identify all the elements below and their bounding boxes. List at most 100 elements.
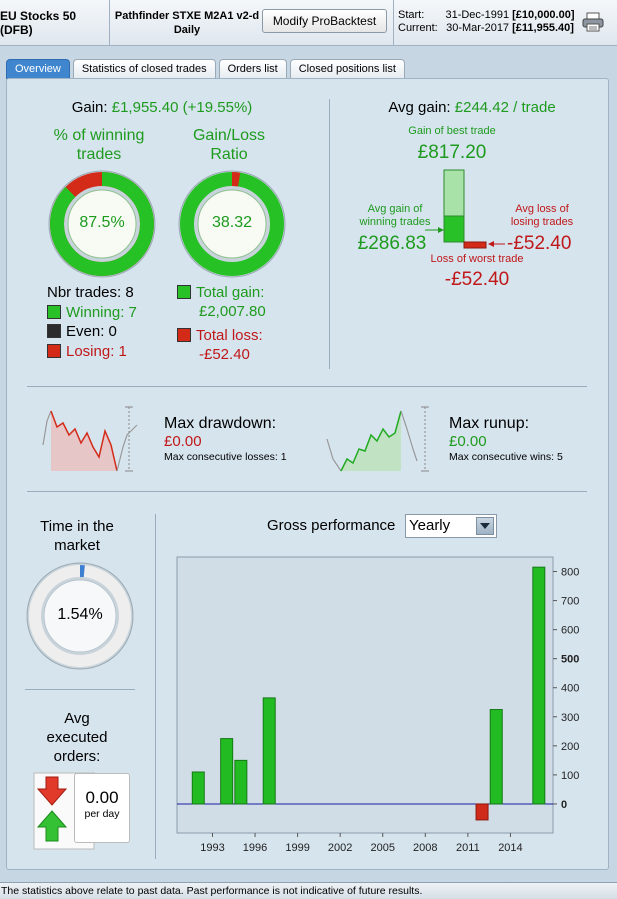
gain-loss-ratio-title: Gain/Loss Ratio <box>192 127 266 163</box>
totals-legend: Total gain: £2,007.80 Total loss: -£52.4… <box>177 283 266 364</box>
total-gain-value: £2,007.80 <box>199 303 266 320</box>
runup-info: Max runup: £0.00 Max consecutive wins: 5 <box>449 415 563 463</box>
time-in-market-arc <box>29 565 131 667</box>
avg-gain-summary: Avg gain: £244.42 / trade <box>388 99 556 116</box>
y-tick-label: 600 <box>561 625 579 637</box>
winning-pct-donut <box>48 170 156 278</box>
total-loss: Total loss: <box>177 326 266 345</box>
bottom-divider <box>155 514 156 859</box>
strategy-name: Pathfinder STXE M2A1 v2-d Daily <box>114 10 260 36</box>
disclaimer-bar: The statistics above relate to past data… <box>0 882 617 899</box>
divider-3 <box>25 689 135 690</box>
drawdown-info: Max drawdown: £0.00 Max consecutive loss… <box>164 415 287 463</box>
total-gain-swatch <box>177 285 191 299</box>
losing-swatch <box>47 343 61 358</box>
drawdown-value: £0.00 <box>164 433 202 450</box>
tab-closed-positions-list[interactable]: Closed positions list <box>289 59 405 79</box>
bar-2016 <box>532 566 546 805</box>
y-tick-label: 800 <box>561 567 579 579</box>
nbr-trades: Nbr trades: 8 <box>47 284 134 301</box>
even-legend: Even: 0 <box>47 322 137 342</box>
total-loss-swatch <box>177 328 191 342</box>
bar-1997 <box>262 697 276 805</box>
loss-arc <box>180 172 284 276</box>
chevron-down-icon[interactable] <box>476 517 494 535</box>
avg-loss-bar <box>463 241 487 249</box>
x-tick-label: 2005 <box>370 842 394 854</box>
bar-1992 <box>191 771 205 805</box>
y-tick-label: 700 <box>561 596 579 608</box>
bar-1994 <box>220 738 234 805</box>
x-tick-label: 2002 <box>328 842 352 854</box>
tab-bar: Overview Statistics of closed trades Ord… <box>6 59 405 79</box>
drawdown-chart <box>42 406 138 472</box>
avg-loss-value: -£52.40 <box>507 233 572 254</box>
tab-orders-list[interactable]: Orders list <box>218 59 287 79</box>
runup-value: £0.00 <box>449 433 487 450</box>
x-tick-label: 2014 <box>498 842 522 854</box>
x-tick-label: 1999 <box>285 842 309 854</box>
time-in-market-value: 1.54% <box>57 606 103 623</box>
header-bar: EU Stocks 50 (DFB) Pathfinder STXE M2A1 … <box>0 0 617 46</box>
avg-loss-label: Avg loss of losing trades <box>510 203 574 228</box>
modify-probacktest-button[interactable]: Modify ProBacktest <box>262 9 387 33</box>
timeframe-label: Daily <box>173 24 201 36</box>
avg-win-label: Avg gain of winning trades <box>359 203 431 228</box>
buy-arrow-icon <box>36 810 68 842</box>
overview-panel: Gain: £1,955.40 (+19.55%) % of winning t… <box>6 78 609 870</box>
winning-arc <box>50 172 154 276</box>
bar-2013 <box>489 709 503 805</box>
x-tick-label: 1993 <box>200 842 224 854</box>
printer-icon[interactable] <box>582 12 604 32</box>
gain-summary: Gain: £1,955.40 (+19.55%) <box>71 99 253 116</box>
avg-orders-box: 0.00 per day <box>74 773 130 843</box>
sell-arrow-icon <box>36 776 68 806</box>
winning-swatch <box>47 304 61 319</box>
start-line: Start: 31-Dec-1991 [£10,000.00] <box>398 9 575 21</box>
tab-statistics-closed-trades[interactable]: Statistics of closed trades <box>72 59 216 79</box>
time-in-market-title: Time in the market <box>40 518 114 554</box>
avg-orders-value: 0.00 <box>85 788 119 807</box>
y-tick-label: 300 <box>561 712 579 724</box>
worst-trade-value: -£52.40 <box>444 269 510 290</box>
top-divider <box>329 99 330 369</box>
strategy-section: Pathfinder STXE M2A1 v2-d Daily Modify P… <box>110 0 394 46</box>
bar-1995 <box>234 759 248 805</box>
time-in-market-donut <box>26 562 134 670</box>
best-trade-value: £817.20 <box>417 142 487 163</box>
y-tick-label: 500 <box>561 654 579 666</box>
avg-win-value: £286.83 <box>357 233 427 254</box>
y-tick-label: 400 <box>561 683 579 695</box>
even-swatch <box>47 324 61 338</box>
y-tick-label: 0 <box>561 799 567 811</box>
tab-overview[interactable]: Overview <box>6 59 70 79</box>
gross-performance-label: Gross performance <box>267 517 396 534</box>
trades-legend: Nbr trades: 8 Winning: 7 Even: 0 Losing:… <box>47 283 137 361</box>
winning-pct-value: 87.5% <box>79 214 125 231</box>
period-select[interactable]: Yearly <box>405 514 497 538</box>
gain-loss-ratio-donut <box>178 170 286 278</box>
current-line: Current: 30-Mar-2017 [£11,955.40] <box>398 22 574 34</box>
avg-gain-value: £244.42 / trade <box>454 99 556 116</box>
best-trade-label: Gain of best trade <box>408 125 496 137</box>
avg-trade-diagram <box>425 169 505 249</box>
bar-2012 <box>475 803 489 821</box>
avg-win-bar <box>443 215 465 243</box>
x-tick-label: 2011 <box>456 842 480 854</box>
total-gain: Total gain: <box>177 283 266 302</box>
x-tick-label: 2008 <box>413 842 437 854</box>
losing-legend: Losing: 1 <box>47 342 137 362</box>
divider-2 <box>27 491 587 492</box>
worst-trade-label: Loss of worst trade <box>430 253 524 265</box>
gain-loss-ratio-value: 38.32 <box>211 214 253 231</box>
gain-value: £1,955.40 (+19.55%) <box>111 99 253 116</box>
total-loss-value: -£52.40 <box>199 346 250 363</box>
winning-legend: Winning: 7 <box>47 303 137 323</box>
y-tick-label: 200 <box>561 741 579 753</box>
runup-chart <box>326 406 429 472</box>
gross-performance-chart: 1993 1996 1999 2002 2005 2008 2011 2014 800 700 6… <box>176 556 579 854</box>
winning-pct-title: % of winning trades <box>53 127 145 163</box>
date-range-section: Start: 31-Dec-1991 [£10,000.00] Current:… <box>394 0 617 46</box>
divider-1 <box>27 386 587 387</box>
x-tick-label: 1996 <box>243 842 267 854</box>
